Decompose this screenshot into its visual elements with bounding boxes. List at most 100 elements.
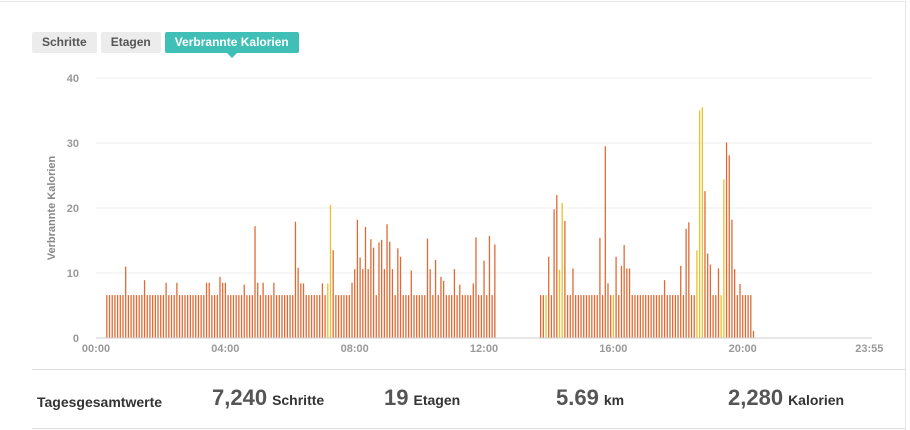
chart-bar [262, 282, 264, 338]
chart-bar [750, 295, 752, 338]
chart-bar [305, 295, 307, 338]
y-tick-label: 30 [67, 138, 79, 150]
chart-bar [119, 295, 121, 338]
chart-bar [467, 295, 469, 338]
chart-bar [397, 248, 399, 338]
chart-bar [572, 268, 574, 338]
chart-bar [367, 269, 369, 338]
chart-bar [596, 295, 598, 338]
chart-bar [739, 284, 741, 338]
chart-bar [413, 295, 415, 338]
chart-bar [623, 245, 625, 338]
chart-bar [680, 265, 682, 338]
chart-bar [561, 202, 563, 338]
chart-bar [149, 295, 151, 338]
chart-bar [381, 239, 383, 338]
chart-bar [658, 295, 660, 338]
chart-bar [585, 295, 588, 338]
chart-bar [650, 295, 652, 338]
chart-bar [345, 295, 348, 338]
chart-bar [601, 295, 604, 338]
chart-bar [564, 221, 566, 338]
y-tick-label: 0 [73, 333, 79, 345]
x-tick-label: 04:00 [211, 343, 239, 355]
chart-bar [114, 295, 116, 338]
chart-bar [359, 257, 361, 338]
chart-bar [254, 226, 256, 338]
chart-bar [187, 295, 189, 338]
chart-bar [189, 295, 192, 338]
chart-bar [480, 295, 483, 338]
x-tick-label: 12:00 [470, 343, 498, 355]
chart-bar [709, 264, 712, 338]
chart-bar [125, 266, 127, 338]
tab-verbrannte-kalorien[interactable]: Verbrannte Kalorien [164, 32, 299, 58]
chart-bar [747, 295, 749, 338]
chart-bar [213, 295, 216, 338]
daily-totals-label: Tagesgesamtwerte [37, 394, 163, 410]
chart-bar [235, 295, 237, 338]
chart-bar [340, 295, 342, 338]
tab-schritte[interactable]: Schritte [32, 32, 97, 53]
chart-bar [494, 244, 496, 338]
chart-bar [286, 295, 289, 338]
chart-bar [451, 295, 453, 338]
chart-bar [728, 155, 730, 338]
x-tick-label: 23:55 [855, 343, 883, 355]
tab-etagen[interactable]: Etagen [100, 32, 161, 53]
chart-bar [618, 295, 620, 338]
chart-bar [165, 282, 167, 338]
chart-bar [143, 280, 146, 338]
chart-bar [723, 179, 725, 338]
chart-bar [259, 295, 262, 338]
total-floors: 19 Etagen [384, 385, 460, 411]
x-axis-ticks: 00:00 04:00 08:00 12:00 16:00 20:00 23:55 [82, 343, 883, 355]
panel-right-border [905, 1, 906, 430]
chart-bar [459, 284, 461, 338]
chart-bar [655, 295, 658, 338]
chart-bar [216, 295, 218, 338]
x-tick-label: 08:00 [341, 343, 369, 355]
chart-bar [442, 280, 445, 338]
chart-bar [416, 295, 418, 338]
chart-bar [720, 295, 722, 338]
chart-bar [146, 295, 148, 338]
chart-bar [712, 295, 714, 338]
chart-bar [294, 221, 297, 338]
chart-bar [440, 276, 442, 338]
panel-top-border [0, 1, 905, 2]
chart-bar [267, 295, 270, 338]
chart-bar [173, 295, 175, 338]
chart-bar [456, 295, 458, 338]
chart-bar [224, 282, 227, 338]
chart-bar [432, 295, 434, 338]
chart-bar [257, 282, 259, 338]
y-tick-label: 10 [67, 268, 79, 280]
total-calories-unit: Kalorien [788, 392, 845, 408]
chart-bar [275, 295, 278, 338]
chart-bar [604, 146, 606, 338]
chart-bar [300, 283, 302, 338]
chart-bar [192, 295, 194, 338]
chart-bar [348, 295, 350, 338]
chart-bar [677, 295, 679, 338]
chart-bar [289, 295, 291, 338]
chart-bar [230, 295, 232, 338]
chart-bar [195, 295, 197, 338]
chart-grid [96, 77, 872, 274]
chart-bar [577, 295, 580, 338]
chart-bar [154, 295, 156, 338]
chart-bar [434, 260, 437, 338]
chart-bar [203, 295, 205, 338]
chart-bar [270, 295, 272, 338]
total-calories-value: 2,280 [728, 385, 784, 410]
chart-bar [639, 295, 641, 338]
x-tick-label: 00:00 [82, 343, 110, 355]
chart-bar [634, 295, 636, 338]
y-axis-title: Verbrannte Kalorien [46, 155, 58, 260]
chart-bar [475, 237, 477, 338]
chart-bar [550, 295, 553, 338]
chart-bar [725, 142, 728, 338]
chart-bar [133, 295, 135, 338]
chart-bar [488, 235, 491, 338]
